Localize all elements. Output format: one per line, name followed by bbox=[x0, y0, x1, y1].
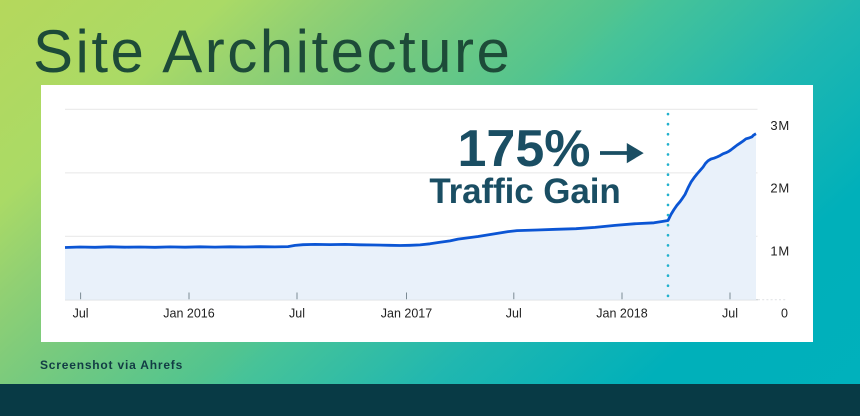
svg-text:2M: 2M bbox=[770, 180, 790, 195]
svg-text:0: 0 bbox=[781, 307, 788, 321]
svg-text:Jul: Jul bbox=[722, 307, 738, 321]
svg-text:Jul: Jul bbox=[73, 307, 89, 321]
svg-text:3M: 3M bbox=[770, 118, 790, 133]
svg-text:Jan 2018: Jan 2018 bbox=[596, 307, 647, 321]
svg-text:1M: 1M bbox=[770, 244, 790, 259]
svg-text:Jan 2016: Jan 2016 bbox=[163, 307, 214, 321]
svg-text:Jan 2017: Jan 2017 bbox=[381, 307, 432, 321]
svg-text:175%: 175% bbox=[458, 120, 591, 178]
svg-text:Jul: Jul bbox=[289, 307, 305, 321]
svg-text:Jul: Jul bbox=[506, 307, 522, 321]
svg-text:Traffic Gain: Traffic Gain bbox=[429, 172, 620, 211]
